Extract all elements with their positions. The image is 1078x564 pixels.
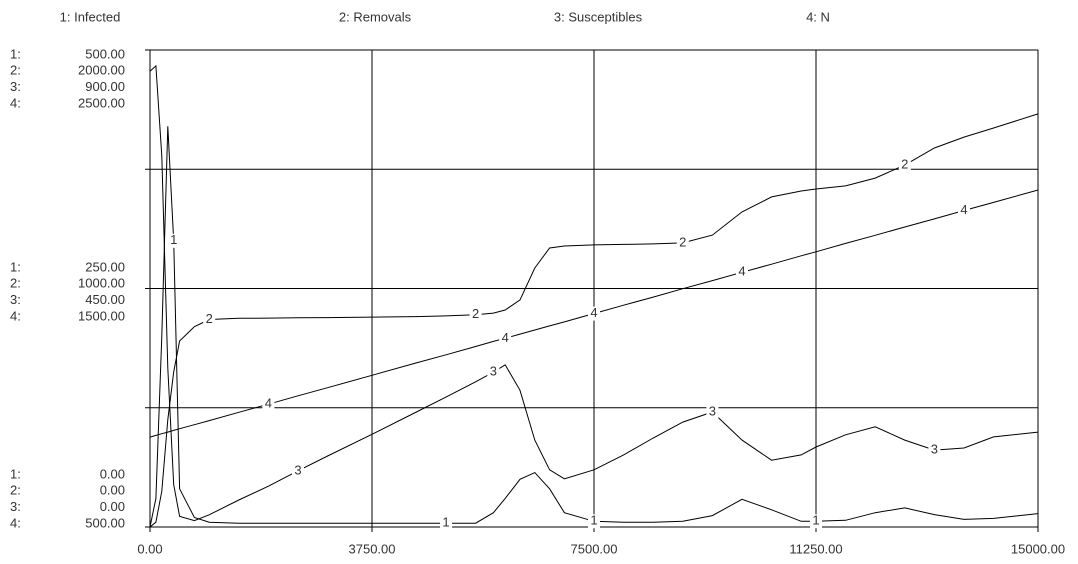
axis-scale-key: 4:	[10, 308, 21, 323]
legend-entry: 1: Infected	[60, 9, 121, 24]
line-marker: 2	[472, 306, 479, 321]
marker-bg	[292, 463, 304, 478]
axis-scale-key: 2:	[10, 483, 21, 498]
legend-entry: 4: N	[806, 9, 830, 24]
marker-bg	[487, 365, 500, 380]
series-line	[149, 189, 1039, 438]
marker-bg	[203, 312, 216, 327]
line-marker: 4	[590, 305, 597, 320]
y-tick-label: 2500.00	[78, 95, 125, 110]
line-marker: 2	[679, 234, 686, 249]
x-tick-label: 0.00	[137, 541, 162, 556]
marker-bg	[588, 514, 600, 529]
marker-bg	[810, 514, 822, 529]
axis-scale-key: 4:	[10, 515, 21, 530]
line-marker: 4	[502, 330, 509, 345]
legend-entry: 3: Susceptibles	[554, 9, 643, 24]
marker-bg	[928, 443, 941, 458]
x-tick-label: 3750.00	[349, 541, 396, 556]
axis-scale-key: 2:	[10, 63, 21, 78]
marker-bg	[588, 306, 600, 321]
y-tick-label: 250.00	[85, 259, 125, 274]
line-marker: 3	[709, 403, 716, 418]
y-tick-label: 0.00	[100, 499, 125, 514]
line-marker: 1	[590, 513, 597, 528]
line-marker: 4	[738, 264, 745, 279]
line-marker: 3	[931, 442, 938, 457]
marker-bg	[736, 265, 748, 280]
y-tick-label: 450.00	[85, 292, 125, 307]
axis-scale-key: 3:	[10, 292, 21, 307]
axis-scale-key: 2:	[10, 276, 21, 291]
marker-bg	[958, 203, 970, 218]
line-marker: 3	[490, 364, 497, 379]
axis-scale-key: 4:	[10, 95, 21, 110]
axis-scale-key: 1:	[10, 259, 21, 274]
y-tick-label: 1000.00	[78, 276, 125, 291]
line-marker: 3	[294, 462, 301, 477]
marker-bg	[167, 233, 180, 248]
series-line	[149, 113, 1039, 528]
axis-scale-key: 1:	[10, 46, 21, 61]
marker-bg	[440, 516, 452, 531]
marker-bg	[706, 404, 719, 419]
line-marker: 1	[170, 232, 177, 247]
axis-scale-key: 3:	[10, 79, 21, 94]
series-line	[149, 64, 1039, 522]
line-marker: 4	[960, 202, 967, 217]
legend-entry: 2: Removals	[339, 9, 412, 24]
y-tick-label: 1500.00	[78, 308, 125, 323]
x-tick-label: 11250.00	[789, 541, 842, 556]
x-tick-label: 7500.00	[571, 541, 618, 556]
marker-bg	[262, 397, 275, 412]
series-line	[149, 126, 1039, 528]
y-tick-label: 500.00	[85, 46, 125, 61]
y-tick-label: 500.00	[85, 515, 125, 530]
y-tick-label: 900.00	[85, 79, 125, 94]
line-marker: 4	[265, 396, 272, 411]
marker-bg	[676, 235, 689, 250]
y-tick-label: 0.00	[100, 466, 125, 481]
marker-bg	[898, 157, 911, 172]
x-tick-label: 15000.00	[1011, 541, 1065, 556]
axis-scale-key: 1:	[10, 466, 21, 481]
marker-bg	[469, 307, 482, 322]
axis-scale-key: 3:	[10, 499, 21, 514]
line-marker: 1	[812, 513, 819, 528]
y-tick-label: 0.00	[100, 483, 125, 498]
y-tick-label: 2000.00	[78, 63, 125, 78]
line-marker: 1	[442, 515, 449, 530]
marker-bg	[499, 331, 512, 346]
line-marker: 2	[901, 156, 908, 171]
line-marker: 2	[206, 311, 213, 326]
